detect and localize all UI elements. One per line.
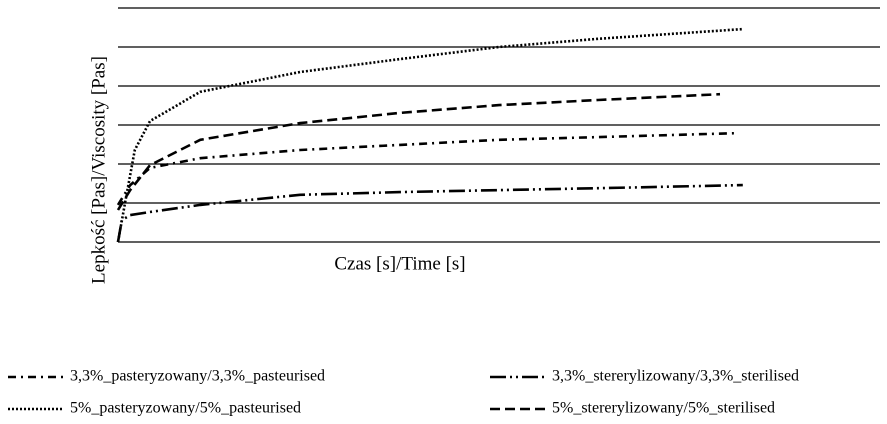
series-line (116, 92, 721, 211)
series-line (116, 27, 743, 243)
legend-label: 5%_pasteryzowany/5%_pasteurised (70, 400, 301, 417)
legend-label: 3,3%_stererylizowany/3,3%_sterilised (552, 368, 799, 385)
legend-label: 3,3%_pasteryzowany/3,3%_pasteurised (70, 368, 325, 385)
legend-label: 5%_stererylizowany/5%_sterilised (552, 400, 775, 417)
series-line (116, 131, 736, 206)
y-axis-label: Lepkość [Pas]/Viscosity [Pas] (88, 56, 109, 284)
series-line (116, 183, 743, 243)
x-axis-label: Czas [s]/Time [s] (334, 253, 465, 274)
